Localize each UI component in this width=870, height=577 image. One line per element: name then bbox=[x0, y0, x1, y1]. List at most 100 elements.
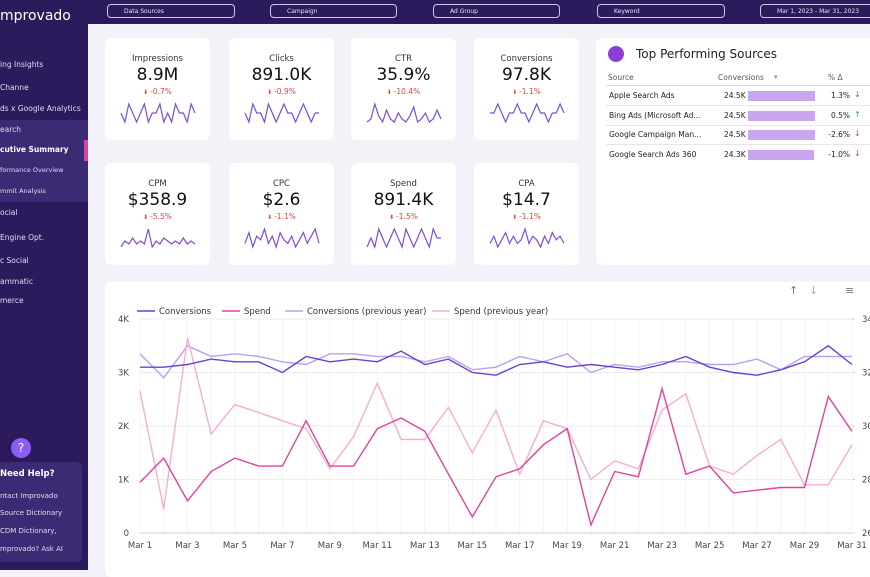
filter-icon[interactable]: ≡ bbox=[845, 284, 855, 297]
kpi-change-text: -1.1% bbox=[274, 212, 296, 221]
x-tick-label: Mar 3 bbox=[175, 541, 199, 551]
kpi-change-text: -0.7% bbox=[150, 87, 172, 96]
nav-item[interactable]: ocial bbox=[0, 208, 18, 217]
help-title: Need Help? bbox=[0, 469, 55, 479]
conversions-label: 24.5K bbox=[724, 91, 746, 100]
sidebar: mprovado ? Need Help? ing Insights Channe… bbox=[0, 0, 88, 570]
y-tick-label: 2K bbox=[118, 422, 129, 432]
kpi-label: Conversions bbox=[500, 54, 553, 64]
filter-dropdown[interactable]: Data Sources bbox=[107, 4, 235, 18]
sparkline-line bbox=[244, 102, 319, 124]
sparkline bbox=[120, 102, 196, 124]
filter-dropdown[interactable]: Mar 1, 2023 - Mar 31, 2023 bbox=[760, 4, 870, 18]
conversions-bar bbox=[748, 149, 815, 160]
x-tick-label: Mar 5 bbox=[223, 541, 247, 551]
kpi-card: CPC $2.6 ⬇ -1.1% bbox=[229, 163, 334, 265]
nav-item[interactable]: ammatic bbox=[0, 277, 33, 286]
nav-item[interactable]: c Social bbox=[0, 256, 29, 265]
change-arrow: ↓ bbox=[854, 148, 861, 158]
source-name: Bing Ads (Microsoft Ad... bbox=[609, 110, 701, 120]
kpi-value: $2.6 bbox=[262, 190, 301, 210]
kpi-value: $14.7 bbox=[502, 190, 551, 210]
sparkline-line bbox=[244, 227, 320, 249]
down-arrow: ⬇ bbox=[386, 89, 394, 96]
nav-item[interactable]: Channe bbox=[0, 83, 29, 92]
source-name: Apple Search Ads bbox=[609, 91, 675, 100]
sparkline-line bbox=[120, 228, 196, 249]
help-box bbox=[0, 462, 82, 562]
x-tick-label: Mar 29 bbox=[790, 541, 820, 551]
filter-dropdown[interactable]: Keyword bbox=[597, 4, 725, 18]
kpi-change-text: -0.9% bbox=[274, 87, 296, 96]
top-bar: Data Sources Campaign Ad Group Keyword Mar 1… bbox=[88, 0, 870, 24]
row-rule bbox=[606, 105, 870, 106]
chart-card: ↑ ↓ ≡ bbox=[105, 282, 870, 577]
nav-item[interactable]: ds x Google Analytics bbox=[0, 104, 81, 113]
kpi-card: CPM $358.9 ⬇ -5.5% bbox=[105, 163, 210, 265]
y2-tick-label: 34 bbox=[862, 315, 870, 325]
row-rule bbox=[606, 124, 870, 126]
kpi-change: ⬇ -1.5% bbox=[351, 212, 456, 221]
column-header: Conversions bbox=[718, 73, 764, 82]
help-icon: ? bbox=[11, 438, 31, 458]
kpi-change: ⬇ -1.1% bbox=[229, 212, 334, 221]
conversions-bar bbox=[748, 130, 815, 140]
x-tick-label: Mar 23 bbox=[647, 541, 677, 551]
y2-tick-label: 28 bbox=[862, 476, 870, 486]
help-link[interactable]: Source Dictionary bbox=[0, 509, 63, 517]
change-arrow: ↑ bbox=[854, 109, 861, 119]
top-sources-card: Top Performing Sources Source Conversion… bbox=[596, 38, 870, 265]
help-link[interactable]: ntact Improvado bbox=[0, 492, 58, 500]
y2-tick-label: 30 bbox=[862, 422, 870, 432]
kpi-card: Conversions 97.8K ⬇ -1.1% bbox=[474, 38, 579, 140]
change-arrow: ↓ bbox=[854, 90, 861, 99]
kpi-change: ⬇ -0.9% bbox=[229, 87, 334, 96]
nav-item[interactable]: merce bbox=[0, 296, 24, 305]
kpi-card: Clicks 891.0K ⬇ -0.9% bbox=[229, 38, 334, 140]
x-tick-label: Mar 31 bbox=[837, 541, 867, 551]
filter-dropdown[interactable]: Campaign bbox=[270, 4, 397, 18]
kpi-change-text: -1.5% bbox=[396, 212, 418, 221]
help-link[interactable]: mprovado? Ask AI bbox=[0, 545, 63, 553]
conversions-label: 24.5K bbox=[724, 130, 746, 139]
kpi-value: 8.9M bbox=[136, 65, 179, 85]
legend-label: Spend (previous year) bbox=[454, 307, 548, 317]
sort-icon[interactable]: ▾ bbox=[774, 73, 778, 81]
sparkline bbox=[366, 102, 442, 124]
nav-item[interactable]: mmit Analysis bbox=[0, 187, 46, 195]
nav-item[interactable]: cutive Summary bbox=[0, 145, 69, 154]
x-tick-label: Mar 1 bbox=[128, 541, 152, 551]
kpi-label: CPM bbox=[148, 179, 167, 189]
kpi-label: Impressions bbox=[132, 54, 183, 64]
help-link[interactable]: CDM Dictionary, bbox=[0, 527, 57, 535]
kpi-value: 35.9% bbox=[376, 65, 431, 85]
nav-item[interactable]: formance Overview bbox=[0, 166, 64, 174]
sparkline bbox=[489, 227, 565, 249]
kpi-change-text: -1.1% bbox=[519, 87, 541, 96]
x-tick-label: Mar 19 bbox=[552, 541, 582, 551]
kpi-card: CTR 35.9% ⬇ -10.4% bbox=[351, 38, 456, 140]
kpi-change-text: -1.1% bbox=[519, 212, 541, 221]
series-line bbox=[139, 344, 852, 379]
kpi-change: ⬇ -0.7% bbox=[105, 87, 210, 96]
x-tick-label: Mar 25 bbox=[695, 541, 725, 551]
x-tick-label: Mar 9 bbox=[318, 541, 342, 551]
filter-dropdown[interactable]: Ad Group bbox=[433, 4, 560, 18]
nav-item[interactable]: Engine Opt. bbox=[0, 233, 45, 242]
source-name: Google Campaign Man... bbox=[609, 130, 702, 139]
sort-down[interactable]: ↓ bbox=[809, 284, 819, 297]
kpi-value: 891.0K bbox=[251, 65, 312, 85]
row-rule bbox=[606, 144, 870, 145]
sparkline bbox=[244, 227, 320, 249]
series-line bbox=[139, 385, 853, 528]
kpi-change-text: -5.5% bbox=[150, 212, 172, 221]
nav-item[interactable]: earch bbox=[0, 125, 22, 134]
nav-item[interactable]: ing Insights bbox=[0, 60, 44, 69]
x-tick-label: Mar 17 bbox=[505, 541, 535, 551]
sparkline-line bbox=[366, 227, 441, 249]
sparkline-line bbox=[366, 102, 442, 124]
sort-up[interactable]: ↑ bbox=[789, 284, 799, 297]
source-name: Google Search Ads 360 bbox=[609, 149, 697, 159]
legend-label: Conversions bbox=[159, 307, 212, 317]
kpi-label: CPC bbox=[273, 179, 290, 189]
